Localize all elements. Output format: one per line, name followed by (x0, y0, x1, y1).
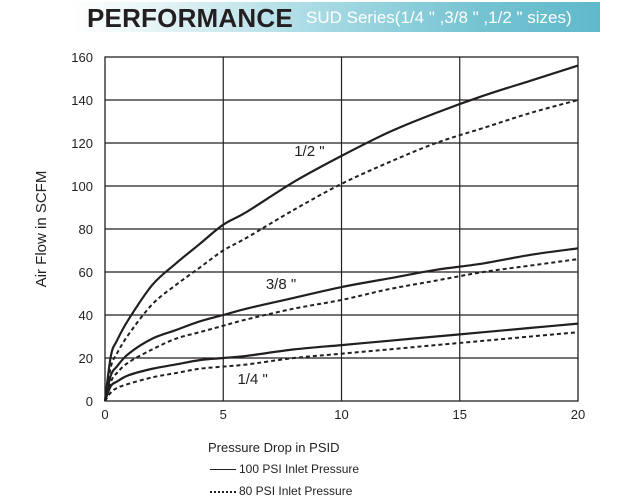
grid-layer (104, 56, 579, 402)
y-tick-label: 0 (86, 394, 93, 409)
x-tick-label: 10 (334, 407, 348, 422)
legend-dotted-swatch (210, 490, 236, 493)
legend-item-solid: 100 PSI Inlet Pressure (210, 462, 359, 476)
tick-layer: 0 5 10 15 20 0 20 40 60 80 100 120 140 160 (71, 50, 585, 422)
y-tick-label: 80 (79, 222, 93, 237)
y-tick-label: 120 (71, 136, 93, 151)
page-title: PERFORMANCE (87, 3, 293, 33)
legend-item-dotted: 80 PSI Inlet Pressure (210, 484, 352, 498)
legend-solid-label: 100 PSI Inlet Pressure (239, 462, 360, 476)
header-banner (70, 2, 600, 32)
y-axis-label: Air Flow in SCFM (33, 171, 50, 288)
series-annotation: 1/2 " (294, 143, 324, 160)
y-tick-label: 40 (79, 308, 93, 323)
y-tick-label: 20 (79, 351, 93, 366)
annotation-layer: 1/2 " 3/8 " 1/4 " (237, 143, 324, 388)
series-annotation: 1/4 " (237, 371, 267, 388)
series-line-14-100psi (103, 322, 579, 402)
x-tick-label: 5 (220, 407, 227, 422)
series-line-38-80psi (104, 258, 579, 402)
page-subtitle: SUD Series(1/4 " ,3/8 " ,1/2 " sizes) (306, 8, 572, 27)
series-line-12-80psi (104, 99, 579, 402)
legend-dotted-label: 80 PSI Inlet Pressure (239, 484, 353, 498)
y-tick-label: 160 (71, 50, 93, 65)
y-tick-label: 100 (71, 179, 93, 194)
x-axis-label: Pressure Drop in PSID (208, 440, 340, 455)
x-tick-label: 0 (101, 407, 108, 422)
series-line-12-100psi (103, 64, 579, 402)
y-tick-label: 140 (71, 93, 93, 108)
x-tick-label: 15 (453, 407, 467, 422)
series-layer (103, 64, 579, 402)
series-line-38-100psi (103, 247, 579, 402)
legend-solid-swatch (210, 469, 236, 471)
series-line-14-80psi (104, 331, 579, 402)
y-tick-label: 60 (79, 265, 93, 280)
series-annotation: 3/8 " (266, 276, 296, 293)
x-tick-label: 20 (571, 407, 585, 422)
